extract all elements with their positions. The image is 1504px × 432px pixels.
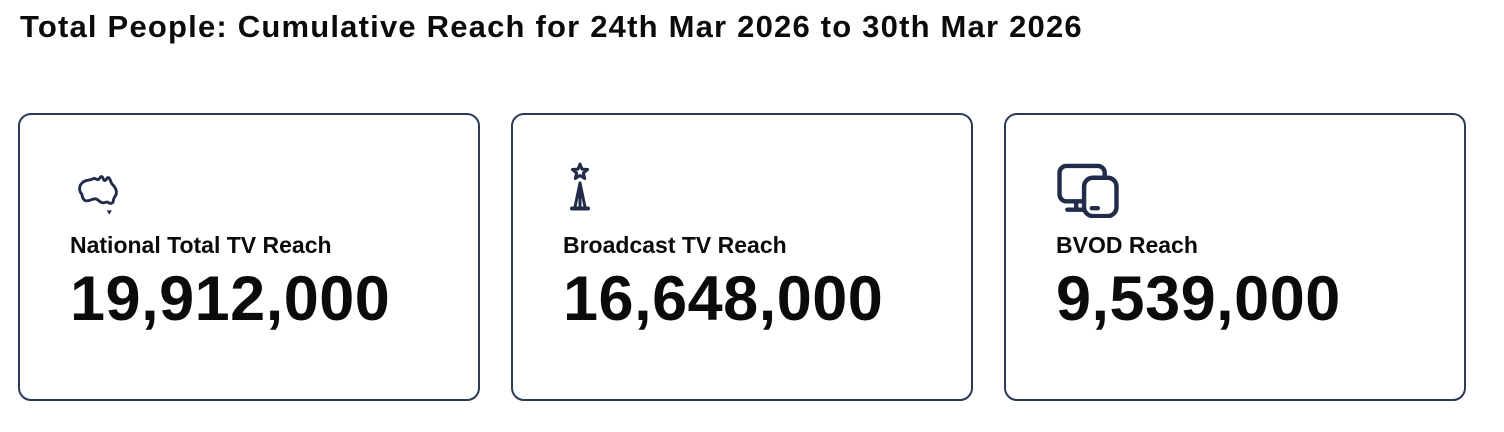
page-title: Total People: Cumulative Reach for 24th …: [20, 9, 1083, 44]
kpi-card-national-total-tv-reach: National Total TV Reach 19,912,000: [18, 113, 480, 401]
kpi-card-row: National Total TV Reach 19,912,000 Broad…: [18, 113, 1466, 401]
kpi-label: BVOD Reach: [1056, 232, 1198, 258]
kpi-card-broadcast-tv-reach: Broadcast TV Reach 16,648,000: [511, 113, 973, 401]
kpi-value: 19,912,000: [70, 264, 391, 334]
kpi-value: 16,648,000: [563, 264, 884, 334]
kpi-card-bvod-reach: BVOD Reach 9,539,000: [1004, 113, 1466, 401]
australia-map-icon: [70, 161, 126, 218]
devices-icon: [1056, 161, 1120, 218]
broadcast-tower-icon: [563, 161, 597, 218]
kpi-value: 9,539,000: [1056, 264, 1341, 334]
kpi-label: National Total TV Reach: [70, 232, 332, 258]
kpi-label: Broadcast TV Reach: [563, 232, 787, 258]
